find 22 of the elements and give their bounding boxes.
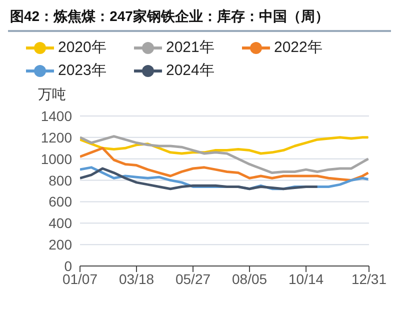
x-tick-label: 05/27	[175, 270, 211, 287]
x-tick-label: 12/31	[351, 270, 387, 287]
x-tick-label: 08/05	[232, 270, 268, 287]
x-tick-label: 03/18	[118, 270, 154, 287]
line-series	[80, 146, 369, 182]
legend-label: 2024年	[166, 61, 214, 80]
y-tick-label: 200	[48, 236, 72, 253]
y-tick-label: 400	[48, 215, 72, 232]
legend-label: 2023年	[58, 61, 106, 80]
line-series	[80, 135, 369, 174]
y-tick-label: 1000	[40, 150, 72, 167]
x-tick-label: 10/14	[288, 270, 324, 287]
y-tick-label: 800	[48, 172, 72, 188]
y-tick-label: 1400	[40, 108, 72, 124]
line-series	[80, 167, 319, 190]
legend-label: 2022年	[274, 38, 322, 57]
y-axis-title: 万吨	[38, 86, 67, 104]
y-tick-label: 1200	[40, 129, 72, 146]
chart-title: 图42：炼焦煤：247家钢铁企业：库存：中国（周）	[8, 8, 391, 32]
y-tick-label: 600	[48, 194, 72, 210]
legend-label: 2020年	[58, 38, 106, 57]
legend-label: 2021年	[166, 38, 214, 57]
